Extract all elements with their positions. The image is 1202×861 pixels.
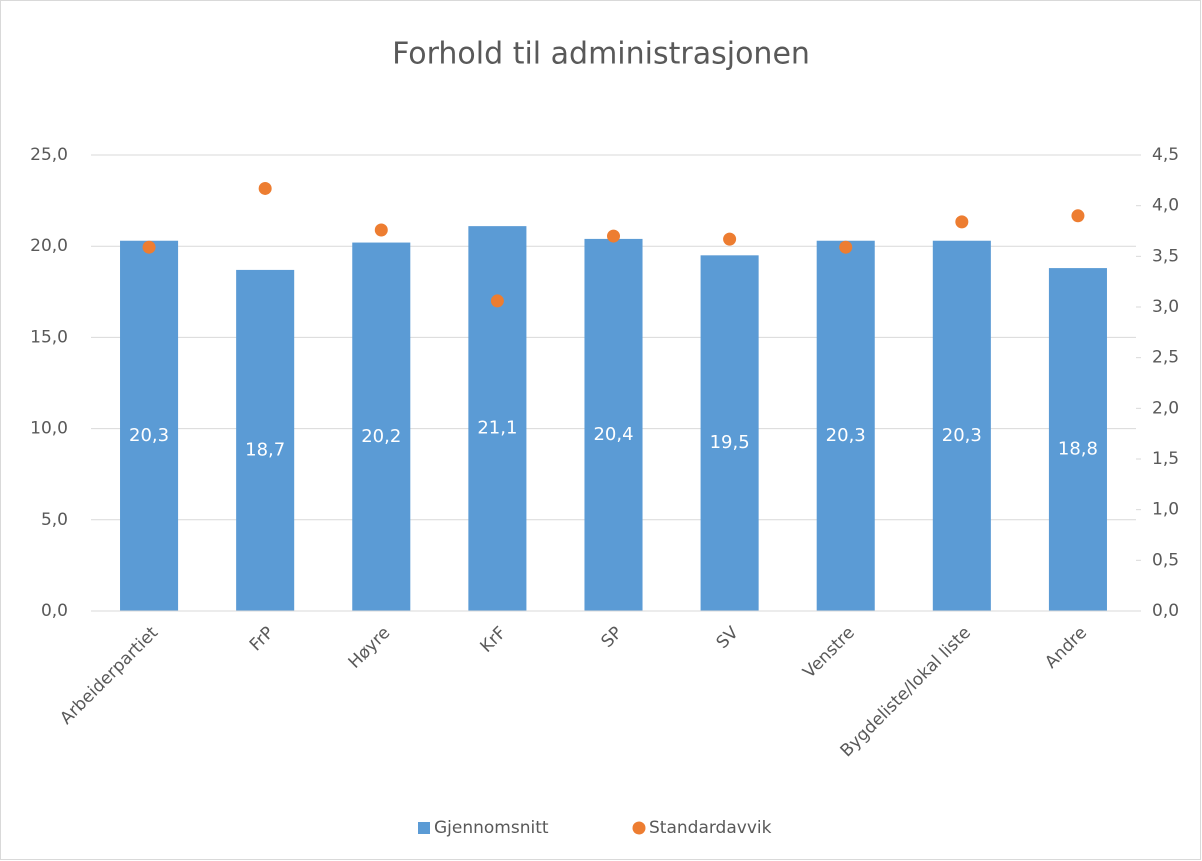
- dot: [839, 240, 853, 254]
- y2-tick-label: 0,0: [1152, 601, 1179, 621]
- bar: [932, 240, 991, 611]
- bar: [584, 238, 643, 612]
- legend-label: Gjennomsnitt: [434, 818, 549, 838]
- dot: [374, 223, 388, 237]
- y2-tick-label: 2,5: [1152, 348, 1179, 368]
- dot: [258, 181, 272, 195]
- data-label: 20,2: [361, 426, 401, 447]
- dot: [955, 215, 969, 229]
- y2-tick-label: 3,5: [1152, 246, 1179, 266]
- y2-tick-label: 3,0: [1152, 297, 1179, 317]
- legend-marker: [418, 822, 430, 834]
- chart-title: Forhold til administrasjonen: [392, 37, 810, 72]
- y-tick-label: 0,0: [41, 601, 68, 621]
- legend-marker: [632, 821, 646, 835]
- y-tick-label: 20,0: [30, 236, 68, 256]
- data-label: 20,4: [593, 424, 633, 445]
- data-label: 18,8: [1058, 439, 1098, 460]
- data-label: 19,5: [710, 432, 750, 453]
- data-label: 18,7: [245, 439, 285, 460]
- bar: [700, 255, 759, 611]
- bar: [468, 226, 527, 612]
- data-label: 20,3: [942, 425, 982, 446]
- y2-tick-label: 4,5: [1152, 145, 1179, 165]
- bar: [120, 240, 179, 611]
- bar: [1048, 268, 1107, 611]
- bar: [352, 242, 411, 611]
- y2-tick-label: 2,0: [1152, 398, 1179, 418]
- y2-tick-label: 1,0: [1152, 500, 1179, 520]
- bar: [816, 240, 875, 611]
- data-label: 20,3: [129, 425, 169, 446]
- dot: [1071, 209, 1085, 223]
- bar: [236, 269, 295, 611]
- y2-tick-label: 1,5: [1152, 449, 1179, 469]
- y2-tick-label: 4,0: [1152, 196, 1179, 216]
- data-label: 20,3: [826, 425, 866, 446]
- y-tick-label: 25,0: [30, 145, 68, 165]
- dot: [607, 229, 620, 243]
- data-label: 21,1: [477, 418, 517, 439]
- dot: [723, 232, 737, 246]
- dot: [490, 294, 504, 308]
- dot: [142, 240, 156, 254]
- y-tick-label: 5,0: [41, 510, 68, 530]
- y-tick-label: 10,0: [30, 419, 68, 439]
- y2-tick-label: 0,5: [1152, 550, 1179, 570]
- legend-label: Standardavvik: [649, 818, 772, 838]
- y-tick-label: 15,0: [30, 327, 68, 347]
